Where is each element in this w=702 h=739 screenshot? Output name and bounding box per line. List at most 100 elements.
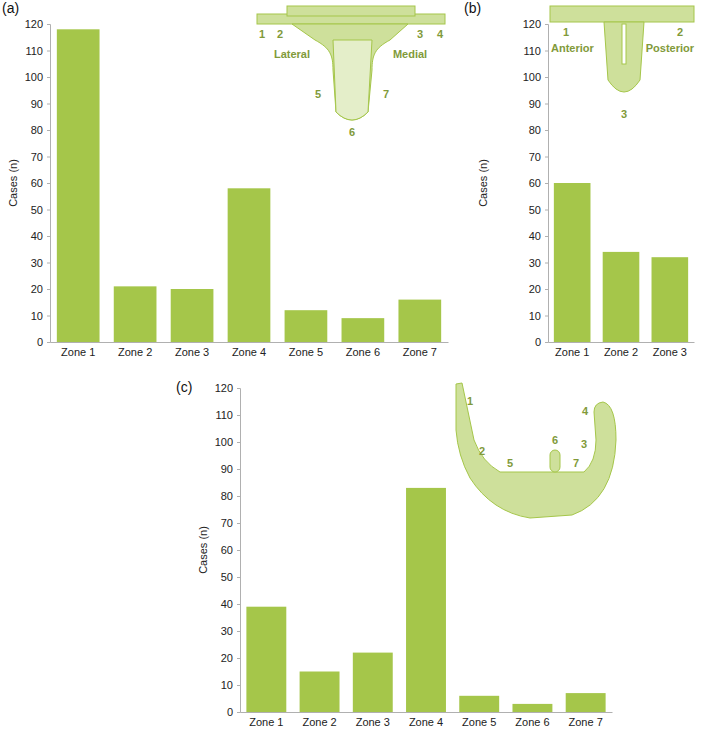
tick: 90 (221, 463, 240, 475)
y-axis: 0102030405060708090100110120 (25, 18, 51, 348)
annotation: 5 (315, 88, 321, 100)
tick: Zone 4 (232, 342, 266, 358)
tick-label: Zone 3 (653, 346, 687, 358)
tick-label: 10 (31, 310, 43, 322)
inset-shape (550, 6, 694, 22)
tick-label: 90 (221, 463, 233, 475)
tick-label: 100 (25, 71, 43, 83)
tick: 80 (529, 124, 548, 136)
axis-line (237, 389, 241, 713)
tick-label: Zone 2 (604, 346, 638, 358)
tick-mark (47, 183, 50, 184)
tick: Zone 1 (555, 342, 589, 358)
tick-label: 0 (535, 336, 541, 348)
tick: 90 (31, 98, 50, 110)
tick-mark (545, 51, 548, 52)
tick-label: 80 (529, 124, 541, 136)
tick-label: Zone 1 (61, 346, 95, 358)
tick-label: 80 (221, 490, 233, 502)
tick: 60 (529, 177, 548, 189)
bar (171, 289, 214, 342)
tick: 50 (529, 204, 548, 216)
bar (57, 29, 100, 342)
tick-mark (237, 685, 240, 686)
tick: 0 (535, 336, 548, 348)
tick: 10 (529, 310, 548, 322)
panel-label: (c) (176, 379, 192, 395)
tick-label: 50 (31, 204, 43, 216)
annotation: Lateral (274, 48, 310, 60)
tick: 100 (215, 436, 240, 448)
tick-mark (47, 24, 50, 25)
x-axis: Zone 1 Zone 2 Zone 3 (549, 342, 695, 358)
axis-line (47, 25, 51, 343)
tick-mark (47, 236, 50, 237)
tick-mark (47, 289, 50, 290)
tick-mark (237, 550, 240, 551)
tick: Zone 2 (604, 342, 638, 358)
annotation: 1 (563, 26, 569, 38)
inset-shape (456, 383, 616, 518)
annotation: 2 (479, 445, 485, 457)
tick-mark (545, 316, 548, 317)
tick-mark (545, 24, 548, 25)
tick-mark (545, 130, 548, 131)
tick-mark (545, 183, 548, 184)
tick-label: Zone 7 (569, 716, 603, 728)
tick-label: Zone 6 (515, 716, 549, 728)
tick-mark (237, 469, 240, 470)
annotation: 4 (582, 405, 589, 417)
tick-label: 50 (529, 204, 541, 216)
tick-mark (47, 51, 50, 52)
tick-label: 90 (529, 98, 541, 110)
tick-label: Zone 3 (175, 346, 209, 358)
bar (114, 286, 157, 342)
bar (228, 188, 271, 342)
bars (554, 183, 688, 342)
tick: 40 (221, 598, 240, 610)
tick: Zone 7 (403, 342, 437, 358)
inset-shape (604, 22, 644, 92)
inset-shape (292, 24, 408, 120)
axis-line (549, 342, 695, 343)
annotation: 4 (437, 28, 444, 40)
annotation: 7 (573, 457, 579, 469)
tick-mark (47, 157, 50, 158)
tick-label: 20 (221, 652, 233, 664)
tick: 0 (227, 706, 240, 718)
tick-label: 110 (523, 45, 541, 57)
bar (512, 704, 552, 712)
tick-mark (237, 658, 240, 659)
tick-label: 80 (31, 124, 43, 136)
bar (652, 257, 689, 342)
tick-label: Zone 7 (403, 346, 437, 358)
tick: 110 (523, 45, 548, 57)
axis-title: Cases (n) (7, 159, 19, 207)
tick-label: 20 (31, 283, 43, 295)
inset-shape (287, 6, 415, 16)
tick: Zone 4 (409, 712, 443, 728)
tick-mark (545, 289, 548, 290)
tick-mark (237, 577, 240, 578)
inset-diagram: 1234567LateralMedial (257, 6, 445, 138)
inset-shape (622, 24, 626, 64)
tick-label: 40 (529, 230, 541, 242)
bar (398, 300, 441, 342)
tick-label: 0 (37, 336, 43, 348)
annotation: 3 (581, 438, 587, 450)
bar (554, 183, 591, 342)
tick-label: 100 (523, 71, 541, 83)
tick-label: Zone 3 (356, 716, 390, 728)
inset-shape (550, 450, 560, 472)
tick: 70 (31, 151, 50, 163)
tick-label: 120 (25, 18, 43, 30)
tick-mark (545, 342, 548, 343)
tick-mark (47, 77, 50, 78)
tick-label: 90 (31, 98, 43, 110)
tick-mark (47, 210, 50, 211)
annotation: 6 (552, 434, 558, 446)
tick-label: 70 (31, 151, 43, 163)
tick-mark (47, 104, 50, 105)
annotation: 1 (467, 395, 473, 407)
tick-label: 110 (25, 45, 43, 57)
